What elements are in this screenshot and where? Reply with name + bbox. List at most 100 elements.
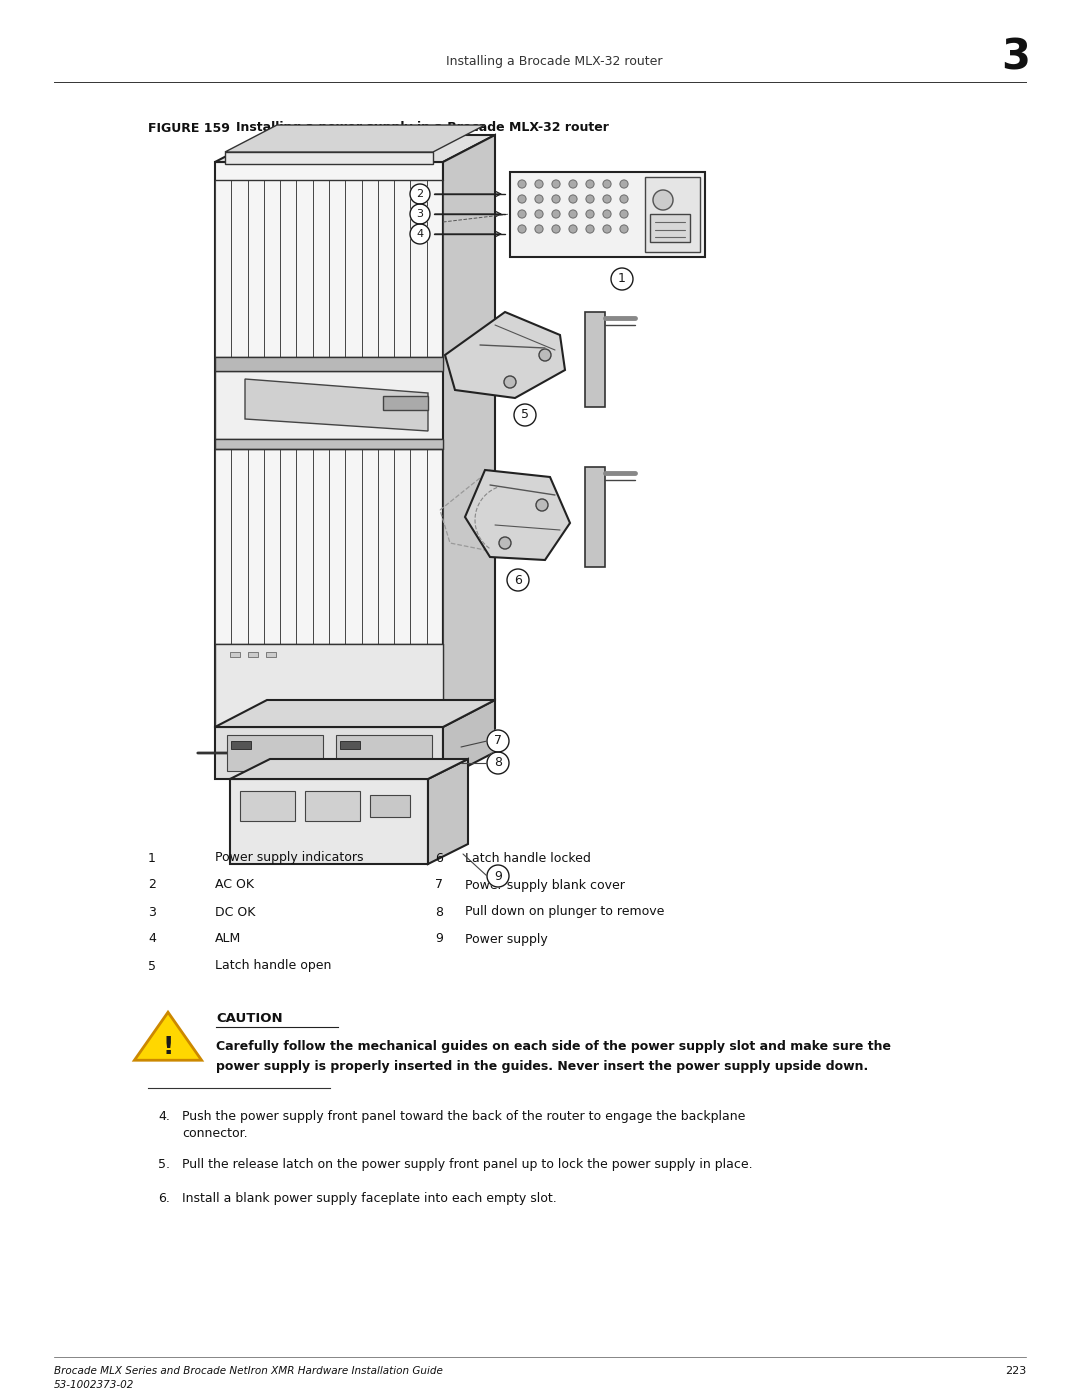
Polygon shape [383,395,428,409]
Text: Latch handle locked: Latch handle locked [465,852,591,865]
Circle shape [569,225,577,233]
Text: Brocade MLX Series and Brocade NetIron XMR Hardware Installation Guide: Brocade MLX Series and Brocade NetIron X… [54,1366,443,1376]
Text: 3: 3 [148,905,156,918]
Polygon shape [225,124,485,152]
Circle shape [514,404,536,426]
Text: 4: 4 [417,229,423,239]
Circle shape [620,210,627,218]
Polygon shape [215,644,443,726]
Circle shape [653,190,673,210]
Text: 9: 9 [494,869,502,883]
Circle shape [620,225,627,233]
Polygon shape [134,1013,202,1060]
Circle shape [535,225,543,233]
Text: 2: 2 [148,879,156,891]
Polygon shape [336,735,432,771]
Circle shape [586,225,594,233]
Circle shape [518,225,526,233]
Text: 6: 6 [514,574,522,587]
Circle shape [603,180,611,189]
Circle shape [620,180,627,189]
Circle shape [552,180,561,189]
Circle shape [586,180,594,189]
Text: 9: 9 [435,933,443,946]
Text: 3: 3 [417,210,423,219]
Text: 2: 2 [417,189,423,198]
Polygon shape [585,467,605,567]
Polygon shape [370,795,410,817]
Circle shape [552,225,561,233]
Text: 8: 8 [435,905,443,918]
Polygon shape [585,312,605,407]
Circle shape [611,268,633,291]
Circle shape [552,210,561,218]
Circle shape [410,184,430,204]
Polygon shape [510,172,705,257]
Text: Pull the release latch on the power supply front panel up to lock the power supp: Pull the release latch on the power supp… [183,1158,753,1171]
Polygon shape [215,726,443,780]
Polygon shape [240,791,295,821]
Polygon shape [215,136,495,162]
Text: 53-1002373-02: 53-1002373-02 [54,1380,134,1390]
Text: !: ! [162,1035,174,1059]
Circle shape [487,865,509,887]
Circle shape [487,752,509,774]
Text: FIGURE 159: FIGURE 159 [148,122,230,134]
Circle shape [586,210,594,218]
Circle shape [507,569,529,591]
Circle shape [569,210,577,218]
Text: 6.: 6. [158,1192,170,1206]
Circle shape [569,180,577,189]
Text: CAUTION: CAUTION [216,1011,283,1024]
Text: ALM: ALM [215,933,241,946]
Text: Power supply blank cover: Power supply blank cover [465,879,625,891]
Polygon shape [650,214,690,242]
Text: Power supply indicators: Power supply indicators [215,852,364,865]
Text: 7: 7 [435,879,443,891]
Text: Install a blank power supply faceplate into each empty slot.: Install a blank power supply faceplate i… [183,1192,557,1206]
Polygon shape [231,740,251,749]
Circle shape [536,499,548,511]
Text: power supply is properly inserted in the guides. Never insert the power supply u: power supply is properly inserted in the… [216,1060,868,1073]
Text: Latch handle open: Latch handle open [215,960,332,972]
Text: 5.: 5. [158,1158,170,1171]
Text: 1: 1 [618,272,626,285]
Polygon shape [340,740,360,749]
Text: connector.: connector. [183,1127,247,1140]
Circle shape [603,210,611,218]
Circle shape [535,180,543,189]
Circle shape [603,196,611,203]
Polygon shape [215,358,443,372]
Polygon shape [215,700,495,726]
Text: 8: 8 [494,757,502,770]
Polygon shape [443,700,495,780]
Circle shape [569,196,577,203]
Text: Pull down on plunger to remove: Pull down on plunger to remove [465,905,664,918]
Polygon shape [645,177,700,251]
Polygon shape [305,791,360,821]
Polygon shape [230,780,428,863]
Text: 3: 3 [1001,36,1030,80]
Circle shape [535,210,543,218]
Circle shape [499,536,511,549]
Text: 4: 4 [148,933,156,946]
Text: 7: 7 [494,735,502,747]
Circle shape [518,210,526,218]
Text: AC OK: AC OK [215,879,254,891]
Polygon shape [266,652,276,657]
Circle shape [518,196,526,203]
Text: 4.: 4. [158,1111,170,1123]
Circle shape [535,196,543,203]
Polygon shape [230,759,468,780]
Circle shape [504,376,516,388]
Circle shape [518,180,526,189]
Polygon shape [465,469,570,560]
Text: Installing a power supply in a Brocade MLX-32 router: Installing a power supply in a Brocade M… [237,122,609,134]
Text: 6: 6 [435,852,443,865]
Polygon shape [230,652,240,657]
Text: 223: 223 [1004,1366,1026,1376]
Circle shape [552,196,561,203]
Text: 1: 1 [148,852,156,865]
Circle shape [603,225,611,233]
Text: 5: 5 [148,960,156,972]
